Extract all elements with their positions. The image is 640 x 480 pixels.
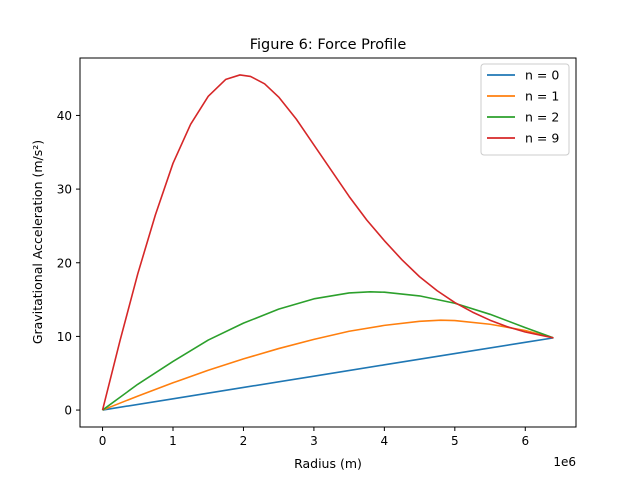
x-tick-label: 1 — [169, 434, 177, 448]
plot-series — [101, 74, 554, 411]
x-tick-label: 2 — [240, 434, 248, 448]
legend-label-1: n = 0 — [525, 68, 559, 83]
x-axis-label: Radius (m) — [294, 456, 362, 471]
series-line-1 — [102, 337, 554, 411]
x-tick-label: 4 — [381, 434, 389, 448]
series-line-4 — [101, 74, 554, 411]
chart-title: Figure 6: Force Profile — [250, 37, 407, 53]
x-tick-label: 0 — [99, 434, 107, 448]
y-tick-label: 0 — [64, 404, 72, 418]
series-line-3 — [102, 291, 554, 411]
y-tick-label: 30 — [57, 183, 72, 197]
legend: n = 0 n = 1 n = 2 n = 9 — [480, 63, 570, 156]
y-tick-label: 10 — [57, 330, 72, 344]
x-tick-label: 6 — [521, 434, 529, 448]
plot-frame — [79, 57, 577, 428]
y-tick-label: 40 — [57, 109, 72, 123]
legend-label-2: n = 1 — [525, 89, 559, 104]
legend-box — [480, 63, 570, 156]
x-tick-label: 3 — [310, 434, 318, 448]
y-tick-label: 20 — [57, 256, 72, 270]
plot-axes: 0 1 2 3 4 5 6 0 10 20 30 40 — [57, 57, 577, 448]
x-tick-label: 5 — [451, 434, 459, 448]
series-line-2 — [102, 319, 554, 411]
legend-label-3: n = 2 — [525, 110, 559, 125]
y-axis-label: Gravitational Acceleration (m/s²) — [30, 140, 45, 344]
x-axis-offset-text: 1e6 — [553, 455, 576, 469]
legend-label-4: n = 9 — [525, 131, 559, 146]
